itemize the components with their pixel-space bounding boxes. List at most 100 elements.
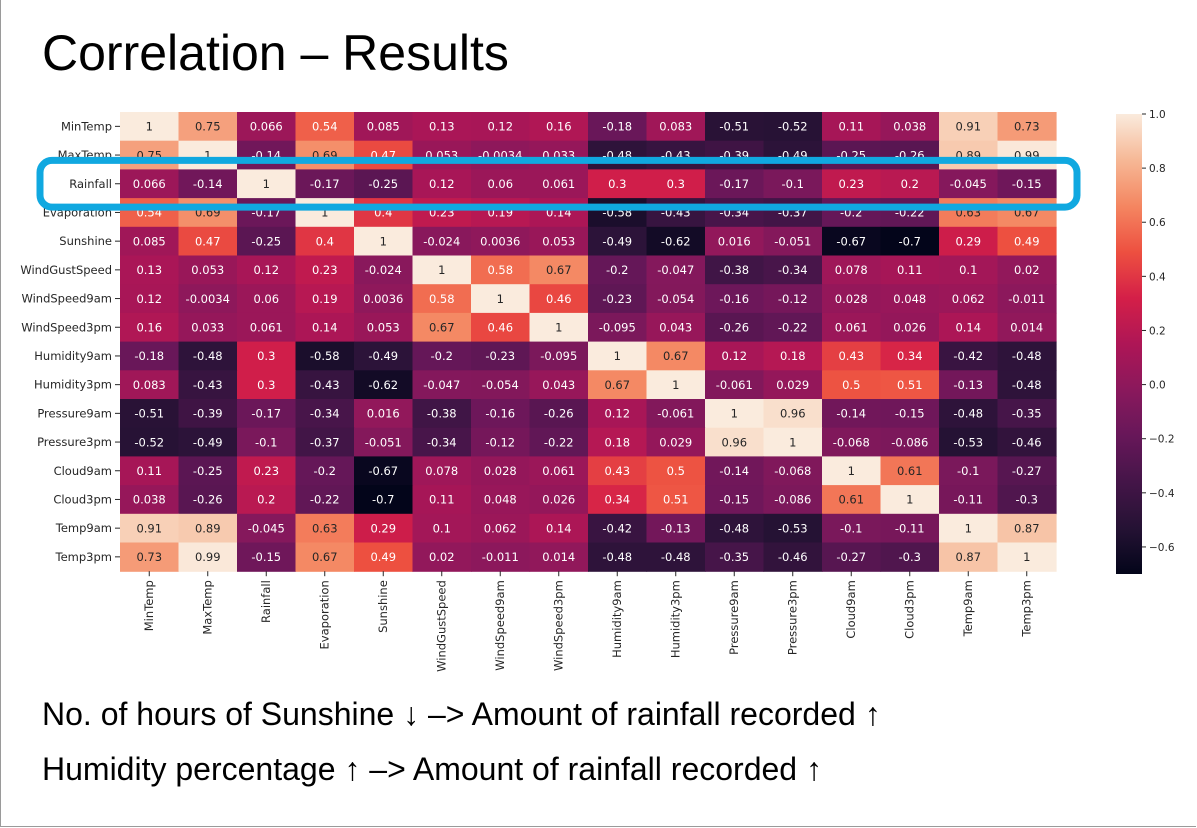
heatmap-cell [822, 542, 882, 572]
heatmap-cell [588, 255, 648, 285]
heatmap-cell [588, 198, 648, 228]
cell-value-label: -0.49 [602, 234, 632, 248]
heatmap-cell [997, 112, 1057, 142]
heatmap-cell [529, 456, 589, 486]
heatmap-cell [354, 370, 414, 400]
cell-value-label: -0.17 [310, 177, 340, 191]
heatmap-cell [588, 542, 648, 572]
heatmap-cell [354, 485, 414, 515]
cell-value-label: -0.27 [1012, 464, 1042, 478]
cell-value-label: 1 [1023, 550, 1030, 564]
heatmap-cell [237, 169, 297, 199]
cell-value-label: -0.51 [719, 120, 749, 134]
cell-value-label: -0.045 [248, 521, 285, 535]
heatmap-cell [705, 169, 765, 199]
y-tick-label: Rainfall [69, 177, 112, 191]
heatmap-cell [763, 169, 823, 199]
heatmap-cell [646, 169, 706, 199]
cell-value-label: 0.75 [195, 120, 221, 134]
sunshine-note: No. of hours of Sunshine ↓ –> Amount of … [42, 696, 881, 732]
heatmap-cell [471, 226, 531, 257]
cell-value-label: 0.2 [257, 493, 275, 507]
cell-value-label: -0.15 [251, 550, 281, 564]
cell-value-label: 0.12 [604, 407, 630, 421]
cell-value-label: -0.15 [719, 493, 749, 507]
heatmap-cell [529, 427, 589, 457]
cell-value-label: -0.67 [836, 234, 866, 248]
heatmap-cell [822, 198, 882, 228]
cell-value-label: 0.11 [838, 120, 864, 134]
cell-value-label: -0.2 [314, 464, 336, 478]
heatmap-cell [880, 284, 940, 314]
cell-value-label: -0.58 [310, 349, 340, 363]
heatmap-cell [646, 456, 706, 486]
cell-value-label: -0.047 [423, 378, 460, 392]
x-tick-label: Cloud3pm [903, 580, 917, 639]
cell-value-label: -0.13 [953, 378, 983, 392]
heatmap-cell [529, 255, 589, 285]
cell-value-label: 0.63 [312, 521, 338, 535]
cell-value-label: -0.061 [716, 378, 753, 392]
cell-value-label: 0.34 [897, 349, 923, 363]
cell-value-label: 1 [263, 177, 270, 191]
cell-value-label: -0.045 [950, 177, 987, 191]
heatmap-cell [822, 255, 882, 285]
heatmap-cell [939, 284, 999, 314]
heatmap-cell [822, 370, 882, 400]
cell-value-label: 0.043 [542, 378, 575, 392]
heatmap-cell [120, 485, 180, 515]
heatmap-cell [705, 112, 765, 142]
x-tick-label: MaxTemp [201, 580, 215, 634]
heatmap-cell [939, 456, 999, 486]
cell-value-label: 0.1 [433, 521, 451, 535]
heatmap-cell [646, 112, 706, 142]
heatmap-cell [997, 485, 1057, 515]
cell-value-label: 0.5 [667, 464, 685, 478]
heatmap-cell [529, 112, 589, 142]
cell-value-label: 0.99 [195, 550, 221, 564]
heatmap-cell [880, 370, 940, 400]
heatmap-cell [471, 312, 531, 343]
x-tick-label: Humidity3pm [669, 580, 683, 658]
cell-value-label: -0.086 [891, 435, 928, 449]
cell-value-label: 0.87 [955, 550, 981, 564]
colorbar-tick-label: 0.2 [1149, 325, 1166, 337]
cell-value-label: 0.61 [897, 464, 923, 478]
y-tick-label: Pressure9am [37, 406, 112, 420]
heatmap-cell [237, 198, 297, 228]
heatmap-cell [354, 456, 414, 486]
cell-value-label: -0.054 [482, 378, 519, 392]
x-tick-label: WindGustSpeed [435, 580, 449, 672]
heatmap-cell [471, 399, 531, 429]
heatmap-cell [178, 198, 238, 228]
cell-value-label: -0.53 [778, 521, 808, 535]
cell-value-label: -0.024 [365, 263, 402, 277]
cell-value-label: 0.4 [316, 234, 334, 248]
heatmap-cell [237, 140, 297, 170]
cell-value-label: 0.053 [367, 320, 400, 334]
heatmap-cell [412, 542, 472, 572]
heatmap-cell [588, 341, 648, 371]
heatmap-cell [939, 226, 999, 257]
cell-value-label: 1 [146, 120, 153, 134]
heatmap-cell [880, 485, 940, 515]
cell-value-label: 0.18 [780, 349, 806, 363]
cell-value-label: -0.11 [895, 521, 925, 535]
heatmap-cell [588, 169, 648, 199]
heatmap-cell [295, 485, 355, 515]
heatmap-cell [178, 370, 238, 400]
cell-value-label: 0.016 [367, 407, 400, 421]
cell-value-label: 0.73 [1014, 120, 1040, 134]
heatmap-cell [295, 169, 355, 199]
heatmap-cell [412, 112, 472, 142]
heatmap-cell [939, 312, 999, 343]
heatmap-cell [588, 226, 648, 257]
heatmap-cell [295, 112, 355, 142]
heatmap-cell [471, 341, 531, 371]
cell-value-label: 0.51 [897, 378, 923, 392]
cell-value-label: -0.62 [368, 378, 398, 392]
heatmap-cell [822, 226, 882, 257]
cell-value-label: -0.16 [719, 292, 749, 306]
heatmap-cell [939, 169, 999, 199]
cell-value-label: 0.06 [253, 292, 279, 306]
